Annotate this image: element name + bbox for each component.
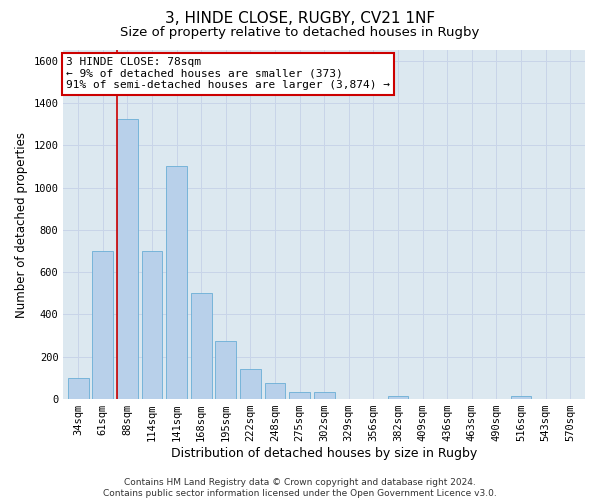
Bar xyxy=(388,396,409,399)
Text: Contains HM Land Registry data © Crown copyright and database right 2024.
Contai: Contains HM Land Registry data © Crown c… xyxy=(103,478,497,498)
Bar xyxy=(215,341,236,399)
Bar xyxy=(511,396,532,399)
Text: 3, HINDE CLOSE, RUGBY, CV21 1NF: 3, HINDE CLOSE, RUGBY, CV21 1NF xyxy=(165,11,435,26)
Bar xyxy=(265,383,286,399)
Bar xyxy=(289,392,310,399)
X-axis label: Distribution of detached houses by size in Rugby: Distribution of detached houses by size … xyxy=(171,447,478,460)
Bar xyxy=(68,378,89,399)
Y-axis label: Number of detached properties: Number of detached properties xyxy=(15,132,28,318)
Bar xyxy=(92,251,113,399)
Bar xyxy=(142,251,163,399)
Text: Size of property relative to detached houses in Rugby: Size of property relative to detached ho… xyxy=(121,26,479,39)
Bar xyxy=(166,166,187,399)
Bar xyxy=(240,370,261,399)
Bar xyxy=(191,294,212,399)
Bar xyxy=(314,392,335,399)
Text: 3 HINDE CLOSE: 78sqm
← 9% of detached houses are smaller (373)
91% of semi-detac: 3 HINDE CLOSE: 78sqm ← 9% of detached ho… xyxy=(66,57,390,90)
Bar xyxy=(117,119,138,399)
